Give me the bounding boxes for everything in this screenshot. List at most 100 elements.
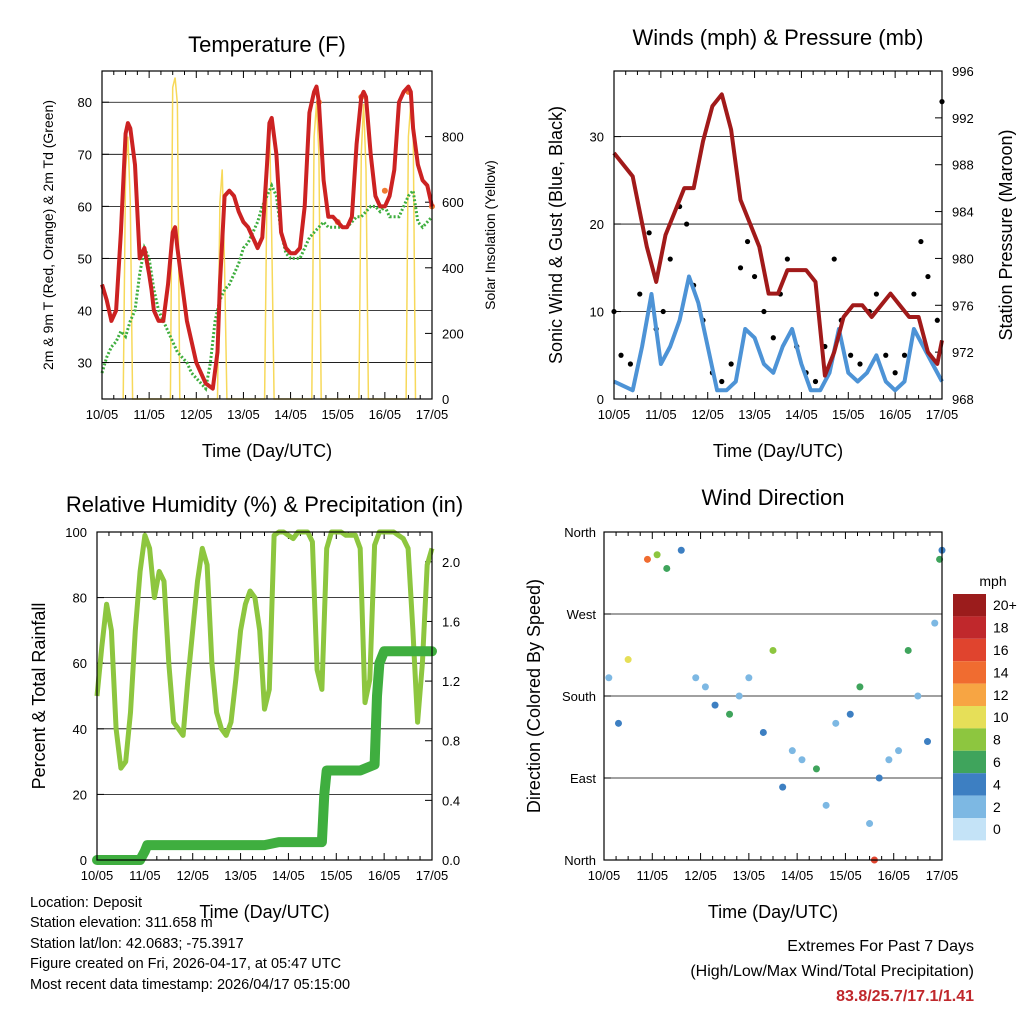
- gust-point: [812, 378, 819, 385]
- colorbar-swatch: [953, 706, 986, 729]
- humidity-xtick-label: 12/05: [176, 868, 209, 883]
- direction-point: [931, 619, 939, 627]
- temperature-ytick-label: 70: [78, 147, 92, 162]
- winds-xtick-label: 12/05: [691, 407, 724, 422]
- winds-y2tick-label: 996: [952, 64, 974, 79]
- extremes-title: Extremes For Past 7 Days: [787, 938, 974, 955]
- winds-panel: Winds (mph) & Pressure (mb) Time (Day/UTC…: [546, 25, 1016, 461]
- extremes-block: Extremes For Past 7 Days (High/Low/Max W…: [690, 934, 974, 1009]
- winds-ytick-label: 0: [597, 392, 604, 407]
- humidity-ylabel: Percent & Total Rainfall: [29, 603, 49, 790]
- humidity-y2tick-label: 0.8: [442, 734, 460, 749]
- winds-xlabel: Time (Day/UTC): [713, 441, 843, 461]
- winds-y2tick-label: 972: [952, 345, 974, 360]
- direction-point: [856, 683, 864, 691]
- colorbar-label: 10: [993, 709, 1009, 725]
- direction-point: [759, 728, 767, 736]
- colorbar-swatch: [953, 773, 986, 796]
- temperature-y2tick-label: 800: [442, 130, 464, 145]
- colorbar-label: 18: [993, 620, 1009, 636]
- humidity-ytick-label: 0: [80, 853, 87, 868]
- colorbar-label: 12: [993, 687, 1009, 703]
- wind-direction-ytick-label: North: [564, 525, 596, 540]
- temperature-xtick-label: 14/05: [274, 407, 307, 422]
- winds-xtick-label: 15/05: [832, 407, 865, 422]
- station-info: Location: Deposit Station elevation: 311…: [30, 893, 350, 995]
- direction-point: [745, 674, 753, 682]
- wind-direction-border: [603, 531, 943, 861]
- gust-point: [719, 378, 725, 385]
- extremes-subtitle: (High/Low/Max Wind/Total Precipitation): [690, 963, 974, 980]
- temperature-y2tick-label: 600: [442, 195, 464, 210]
- humidity-panel: Relative Humidity (%) & Precipitation (i…: [29, 492, 463, 922]
- colorbar-label: 16: [993, 642, 1009, 658]
- colorbar-label: 20+: [993, 597, 1017, 613]
- temperature-xtick-label: 11/05: [133, 407, 165, 422]
- winds-ytick-label: 20: [590, 217, 604, 232]
- gust-point: [892, 370, 898, 376]
- direction-point: [677, 546, 685, 554]
- gust-point: [784, 256, 790, 262]
- humidity-title: Relative Humidity (%) & Precipitation (i…: [66, 492, 463, 517]
- direction-point: [914, 692, 922, 700]
- direction-point: [653, 551, 661, 559]
- wind-direction-ytick-label: South: [562, 689, 596, 704]
- colorbar-swatch: [953, 683, 986, 706]
- temperature-y2tick-label: 0: [442, 392, 449, 407]
- colorbar-swatch: [953, 818, 986, 841]
- t9m-point: [381, 187, 388, 194]
- temperature-xlabel: Time (Day/UTC): [202, 441, 332, 461]
- humidity-ytick-label: 80: [73, 591, 87, 606]
- wind-direction-ylabel: Direction (Colored By Speed): [524, 579, 544, 813]
- gust-point: [925, 273, 931, 280]
- winds-ytick-label: 10: [590, 305, 604, 320]
- humidity-xtick-label: 14/05: [272, 868, 305, 883]
- wind-direction-title: Wind Direction: [701, 485, 844, 510]
- winds-y2tick-label: 968: [952, 392, 974, 407]
- wind-direction-xtick-label: 17/05: [926, 868, 959, 883]
- humidity-xtick-label: 17/05: [416, 868, 449, 883]
- gust-point: [744, 238, 751, 245]
- temperature-ytick-label: 60: [78, 199, 92, 214]
- gust-point: [728, 361, 734, 367]
- direction-point: [605, 674, 613, 682]
- winds-ylabel-right: Station Pressure (Maroon): [996, 129, 1016, 340]
- colorbar-swatch: [953, 661, 986, 684]
- humidity-ytick-label: 20: [73, 787, 87, 802]
- gust-point: [934, 317, 940, 323]
- humidity-y2tick-label: 2.0: [442, 555, 460, 570]
- winds-xtick-label: 10/05: [598, 407, 631, 422]
- direction-point: [904, 646, 912, 654]
- pressure-line: [612, 92, 944, 378]
- wind-direction-panel: Wind Direction Time (Day/UTC) 10/05 11/05 12…: [524, 485, 1017, 922]
- temperature-panel: Temperature (F) Time (Day/UTC) 10/05 11/05 1…: [40, 32, 498, 461]
- gust-point: [901, 352, 908, 358]
- wind-direction-ytick-label: West: [567, 607, 597, 622]
- direction-point: [832, 719, 840, 727]
- temperature-xtick-label: 15/05: [321, 407, 354, 422]
- colorbar-swatch: [953, 616, 986, 639]
- gust-point: [857, 361, 863, 367]
- winds-ytick-label: 30: [590, 130, 604, 145]
- direction-point: [885, 756, 893, 764]
- direction-point: [798, 756, 806, 764]
- colorbar-label: 0: [993, 821, 1001, 837]
- direction-point: [822, 801, 830, 809]
- direction-point: [663, 564, 671, 572]
- direction-point: [866, 820, 874, 828]
- temperature-border: [101, 70, 433, 400]
- direction-point: [614, 719, 622, 727]
- temperature-xtick-label: 16/05: [369, 407, 402, 422]
- temperature-ytick-label: 30: [78, 356, 92, 371]
- direction-point: [846, 710, 854, 718]
- gust-point: [848, 352, 854, 358]
- gust-point: [667, 256, 673, 262]
- direction-point: [692, 674, 700, 682]
- temperature-ylabel: 2m & 9m T (Red, Orange) & 2m Td (Green): [40, 100, 56, 370]
- location-text: Location: Deposit: [30, 895, 143, 911]
- colorbar-label: 6: [993, 754, 1001, 770]
- colorbar-swatch: [953, 594, 986, 617]
- humidity-line: [94, 529, 435, 771]
- temperature-xtick-label: 13/05: [227, 407, 260, 422]
